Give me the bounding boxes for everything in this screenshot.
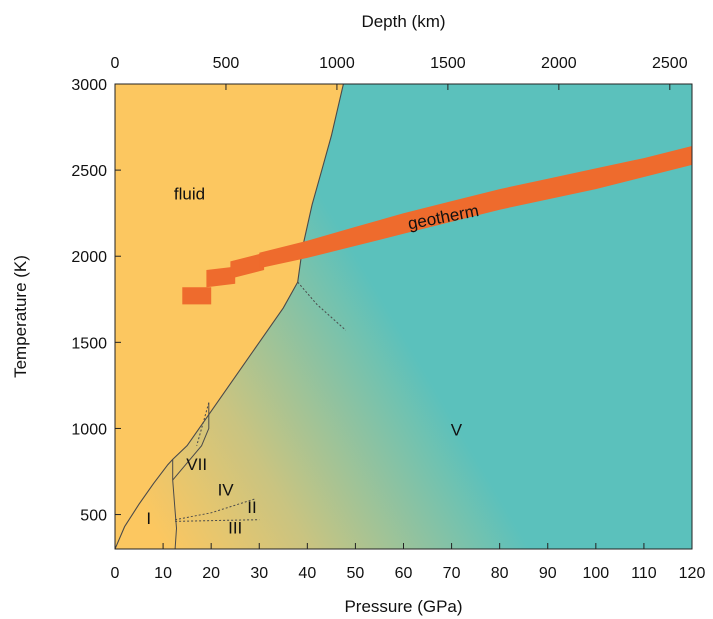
x-tick-label: 0 (111, 565, 120, 582)
x-tick-label: 40 (298, 565, 316, 582)
region-label-iii: III (228, 519, 242, 538)
y-tick-label: 3000 (71, 77, 107, 94)
region-label-iv: IV (218, 481, 235, 500)
x-axis: 0 10 20 30 40 50 60 70 80 90 100 110 120 (111, 543, 706, 582)
x-tick-label: 110 (631, 565, 657, 582)
phase-line-II-IV (175, 498, 255, 521)
x-tick-label: 80 (491, 565, 509, 582)
y-tick-label: 1500 (71, 335, 107, 352)
x-tick-label: 120 (679, 565, 706, 582)
x-tick-label: 100 (582, 565, 609, 582)
depth-tick-label: 2500 (652, 55, 688, 72)
x-tick-label: 60 (395, 565, 413, 582)
region-label-vii: VII (186, 455, 207, 474)
x-tick-label: 30 (250, 565, 268, 582)
depth-tick-label: 2000 (541, 55, 577, 72)
x-axis-title: Pressure (GPa) (344, 597, 462, 616)
x-tick-label: 50 (347, 565, 365, 582)
phase-boundaries (172, 281, 347, 549)
y-axis: 500 1000 1500 2000 2500 3000 (71, 77, 121, 525)
fluid-region (115, 84, 344, 549)
region-label-fluid: fluid (174, 184, 205, 203)
region-label-v: V (451, 420, 463, 439)
phase-line-II-III (175, 519, 260, 522)
depth-axis: 0 500 1000 1500 2000 2500 (111, 55, 688, 90)
depth-tick-label: 500 (213, 55, 240, 72)
geotherm-segment-2 (230, 252, 265, 279)
geotherm-band (182, 146, 692, 305)
y-axis-title: Temperature (K) (11, 255, 30, 378)
phase-line-extension (297, 281, 347, 331)
x-tick-label: 10 (154, 565, 172, 582)
phase-line-VII-boundary (172, 402, 210, 481)
region-label-ii: II (247, 498, 256, 517)
depth-tick-label: 0 (111, 55, 120, 72)
depth-tick-label: 1500 (430, 55, 466, 72)
y-tick-label: 2500 (71, 163, 107, 180)
top-axis-title: Depth (km) (361, 12, 445, 31)
phase-line-V-VII (196, 402, 210, 446)
phase-line-I-boundary (172, 459, 178, 549)
geotherm-segment-0 (182, 287, 212, 305)
fluid-boundary-line (115, 84, 344, 549)
y-tick-label: 2000 (71, 249, 107, 266)
region-label-i: I (146, 509, 151, 528)
y-tick-label: 1000 (71, 421, 107, 438)
depth-tick-label: 1000 (319, 55, 355, 72)
x-tick-label: 20 (202, 565, 220, 582)
x-tick-label: 90 (539, 565, 557, 582)
solid-gradient-region (115, 84, 692, 549)
geotherm-segment-3 (259, 146, 692, 269)
geotherm-segment-1 (206, 266, 236, 288)
y-tick-label: 500 (80, 508, 107, 525)
x-tick-label: 70 (443, 565, 461, 582)
